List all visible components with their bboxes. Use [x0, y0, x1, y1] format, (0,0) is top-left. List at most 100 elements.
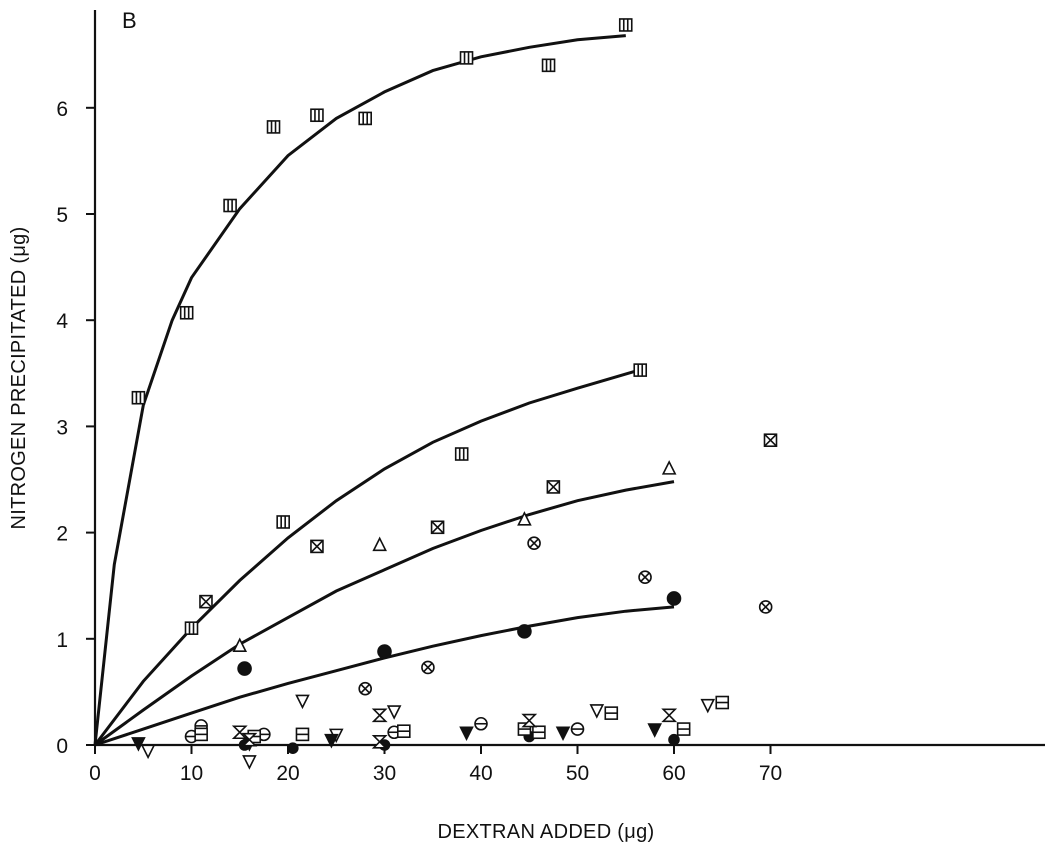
- data-point: [430, 520, 445, 535]
- fitted-curve-3: [94, 480, 675, 747]
- data-point: [358, 681, 373, 696]
- data-point: [242, 755, 257, 770]
- data-point-part: [633, 363, 648, 377]
- data-point-part: [761, 602, 771, 612]
- y-tick-label: 4: [56, 310, 68, 333]
- x-tick-label: 40: [469, 762, 492, 785]
- data-point-part: [223, 198, 237, 213]
- data-point-part: [661, 460, 677, 475]
- data-point-part: [661, 708, 678, 723]
- y-axis-label: NITROGEN PRECIPITATED (μg): [8, 226, 30, 529]
- data-point-part: [700, 698, 716, 714]
- data-point-part: [232, 637, 248, 653]
- data-point-part: [517, 624, 532, 639]
- data-point: [618, 18, 633, 32]
- data-point: [546, 480, 561, 494]
- data-point: [371, 735, 388, 749]
- data-point-part: [237, 661, 252, 676]
- data-point: [287, 742, 299, 754]
- data-point: [194, 727, 208, 742]
- data-point-part: [647, 723, 662, 738]
- data-point-part: [546, 480, 560, 494]
- data-point: [604, 706, 619, 720]
- axes: [93, 10, 1045, 747]
- data-point: [661, 708, 678, 723]
- data-point: [276, 515, 290, 529]
- data-point: [517, 511, 532, 526]
- data-point: [223, 198, 237, 213]
- data-point: [459, 51, 474, 65]
- data-point-part: [377, 644, 392, 659]
- data-point: [715, 695, 730, 710]
- data-point-part: [555, 726, 571, 742]
- data-point: [199, 594, 213, 609]
- ticks: 0 10 20 30 40 50 60 70 0 1 2 3 4 5 6: [56, 98, 782, 785]
- data-point-part: [459, 726, 474, 742]
- data-point-part: [184, 621, 199, 635]
- data-point: [179, 305, 194, 320]
- data-point: [295, 727, 310, 742]
- data-point: [421, 660, 435, 675]
- data-point-part: [131, 390, 146, 405]
- data-point: [295, 694, 310, 710]
- data-point: [661, 460, 677, 475]
- data-point-part: [131, 737, 146, 752]
- data-point: [527, 536, 541, 551]
- data-point-part: [371, 708, 388, 723]
- data-point-part: [666, 591, 682, 606]
- y-tick-label: 2: [56, 523, 68, 546]
- data-point-part: [276, 515, 290, 529]
- data-point: [310, 108, 324, 123]
- data-point: [396, 724, 411, 738]
- data-points: [131, 18, 778, 770]
- data-point-part: [241, 732, 258, 747]
- fitted-curve-4: [94, 605, 675, 747]
- data-point: [454, 447, 469, 461]
- data-point-part: [310, 539, 324, 553]
- data-point-part: [179, 305, 194, 320]
- data-point-part: [423, 662, 433, 673]
- data-point: [184, 621, 199, 635]
- data-point: [324, 733, 339, 749]
- data-point: [758, 600, 773, 614]
- x-tick-label: 50: [566, 762, 589, 785]
- data-point: [459, 726, 474, 742]
- data-point-part: [371, 735, 388, 749]
- data-point-part: [295, 694, 310, 710]
- data-point-part: [668, 733, 680, 746]
- data-point: [517, 624, 532, 639]
- data-point-part: [358, 111, 373, 126]
- data-point-part: [287, 742, 299, 754]
- data-point: [266, 120, 281, 134]
- data-point: [232, 637, 248, 653]
- data-point-part: [521, 713, 538, 728]
- data-point-part: [454, 447, 469, 461]
- data-point-part: [324, 733, 339, 749]
- x-tick-label: 30: [373, 762, 396, 785]
- y-tick-label: 5: [56, 204, 68, 227]
- data-point: [386, 705, 402, 720]
- data-point: [377, 644, 392, 659]
- data-point: [541, 58, 556, 73]
- x-tick-label: 10: [180, 762, 203, 785]
- data-point: [638, 570, 652, 585]
- y-tick-label: 3: [56, 416, 68, 439]
- data-point: [633, 363, 648, 377]
- data-point: [358, 111, 373, 126]
- data-point: [131, 737, 146, 752]
- data-point: [372, 536, 387, 552]
- data-point: [474, 716, 488, 731]
- data-point-part: [431, 520, 445, 534]
- x-tick-label: 70: [759, 762, 782, 785]
- data-point-part: [640, 572, 650, 582]
- data-point: [131, 390, 146, 405]
- data-point: [666, 591, 682, 606]
- data-point-part: [459, 51, 474, 65]
- data-point: [237, 661, 252, 676]
- data-point-part: [541, 58, 556, 73]
- data-point: [763, 433, 778, 448]
- data-point: [310, 539, 324, 554]
- data-point-part: [618, 18, 633, 32]
- data-point-part: [763, 433, 778, 447]
- data-point-part: [231, 725, 248, 740]
